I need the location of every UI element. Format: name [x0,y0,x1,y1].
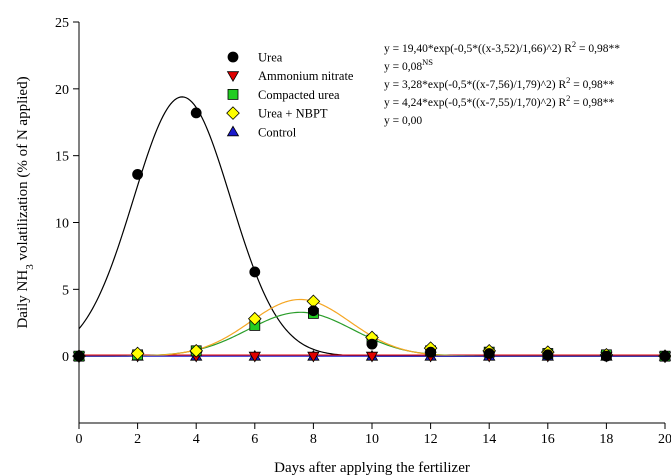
point-urea [366,338,378,350]
data-points [72,107,671,363]
x-tick-label: 0 [76,432,83,447]
legend-label-urea-nbpt: Urea + NBPT [258,107,328,121]
x-tick-label: 16 [541,432,555,447]
axis-ticks: 0 2 4 6 8 10 12 14 16 18 20 0 5 10 15 20 25 [55,16,671,447]
legend-label-compacted-urea: Compacted urea [258,88,340,102]
x-tick-label: 14 [482,432,496,447]
point-urea [601,350,612,362]
point-urea [132,168,144,180]
y-tick-label: 25 [55,16,69,31]
legend-label-control: Control [258,125,297,139]
point-urea [483,348,495,359]
legend-marker-control [226,125,240,137]
y-tick-label: 5 [62,283,69,298]
y-axis-label: Daily NH3 volatilization (% of N applied… [15,76,36,328]
x-tick-label: 18 [599,432,613,447]
point-urea [425,346,437,358]
equations: y = 19,40*exp(-0,5*((x-3,52)/1,66)^2) R2… [384,39,620,127]
point-urea [249,266,261,278]
x-tick-label: 12 [424,432,438,447]
x-tick-label: 4 [193,432,200,447]
x-tick-label: 2 [134,432,141,447]
legend-label-urea: Urea [258,51,283,65]
equation-1: y = 19,40*exp(-0,5*((x-3,52)/1,66)^2) R2… [384,39,620,55]
x-tick-label: 20 [658,432,671,447]
x-tick-label: 6 [251,432,258,447]
point-urea [190,107,202,119]
y-axis-label-post: volatilization (% of N applied) [15,76,31,264]
y-tick-label: 10 [55,217,69,232]
point-urea-nbpt [130,346,145,361]
fit-curve-urea [78,96,665,357]
point-urea-nbpt [247,311,262,326]
point-urea [659,350,671,362]
legend-marker-urea [227,51,239,63]
equation-4: y = 4,24*exp(-0,5*((x-7,55)/1,70)^2) R2 … [384,93,614,109]
point-ammonium-nitrate [307,351,320,363]
y-axis-label-pre: Daily NH [15,270,31,329]
point-ammonium-nitrate [248,351,261,363]
legend-marker-urea-nbpt [226,106,240,120]
equation-5: y = 0,00 [384,115,422,127]
point-urea [307,305,319,317]
point-urea-nbpt [189,344,204,358]
legend-label-ammonium-nitrate: Ammonium nitrate [258,69,354,83]
x-axis-label: Days after applying the fertilizer [274,460,470,476]
legend-marker-ammonium-nitrate [226,71,240,82]
equation-3: y = 3,28*exp(-0,5*((x-7,56)/1,79)^2) R2 … [384,75,614,91]
y-tick-label: 15 [55,150,69,165]
x-tick-label: 8 [310,432,317,447]
legend: Urea Ammonium nitrate Compacted urea Urea +… [226,51,354,139]
point-ammonium-nitrate [365,351,379,363]
fit-curves [78,96,665,357]
equation-2: y = 0,08NS [384,57,433,73]
x-tick-label: 10 [365,432,379,447]
y-tick-label: 0 [62,350,69,365]
point-urea [542,349,554,361]
legend-marker-compacted-urea [227,89,239,100]
y-axis-label-sub: 3 [24,264,36,270]
y-tick-label: 20 [55,83,69,98]
